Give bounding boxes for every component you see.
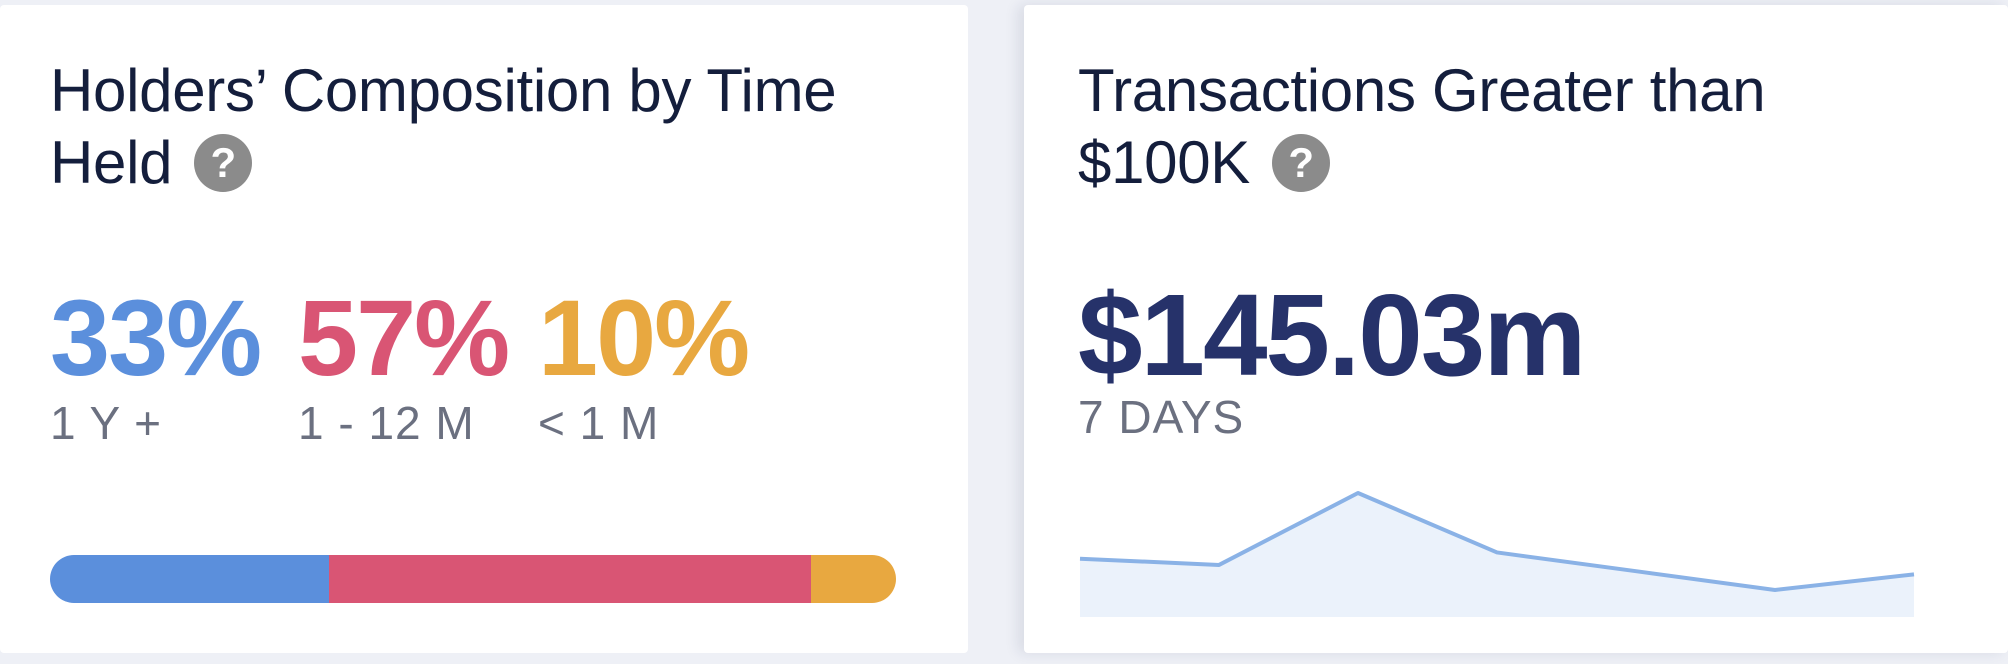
transactions-card-title-line1: Transactions Greater than: [1078, 57, 1766, 124]
bar-segment-short-term: [811, 555, 896, 603]
holders-card-title-line2: Held: [50, 129, 173, 196]
question-circle-icon[interactable]: ?: [1272, 134, 1330, 193]
sparkline-line: [1079, 491, 1915, 592]
holders-composition-card: Holders’ Composition by Time Held? 33% 1…: [0, 5, 968, 653]
transactions-card-title-line2: $100K: [1078, 129, 1250, 196]
holders-metric-long-term: 33% 1 Y +: [50, 277, 262, 450]
large-transactions-card: Transactions Greater than $100K? $145.03…: [1024, 5, 2008, 653]
holders-metric-mid-term: 57% 1 - 12 M: [298, 277, 510, 450]
holders-metric-short-term: 10% < 1 M: [538, 277, 750, 450]
holders-metric-value: 57%: [298, 277, 510, 398]
transactions-period-label: 7 DAYS: [1078, 391, 1245, 443]
transactions-card-title: Transactions Greater than $100K?: [1078, 55, 1978, 199]
holders-metric-label: 1 - 12 M: [298, 397, 475, 449]
holders-metric-value: 10%: [538, 277, 750, 398]
holders-metric-label: < 1 M: [538, 397, 660, 449]
holders-metric-value: 33%: [50, 277, 262, 398]
holders-metric-label: 1 Y +: [50, 397, 163, 449]
bar-segment-long-term: [50, 555, 330, 603]
holders-composition-bar: [50, 555, 896, 603]
transactions-total-value: $145.03m: [1078, 270, 1586, 400]
holders-card-title-line1: Holders’ Composition by Time: [50, 57, 837, 124]
transactions-sparkline: [1079, 491, 1915, 617]
sparkline-area: [1080, 493, 1914, 617]
question-circle-icon[interactable]: ?: [194, 134, 253, 193]
bar-segment-mid-term: [329, 555, 812, 603]
holders-card-title: Holders’ Composition by Time Held?: [50, 55, 910, 199]
